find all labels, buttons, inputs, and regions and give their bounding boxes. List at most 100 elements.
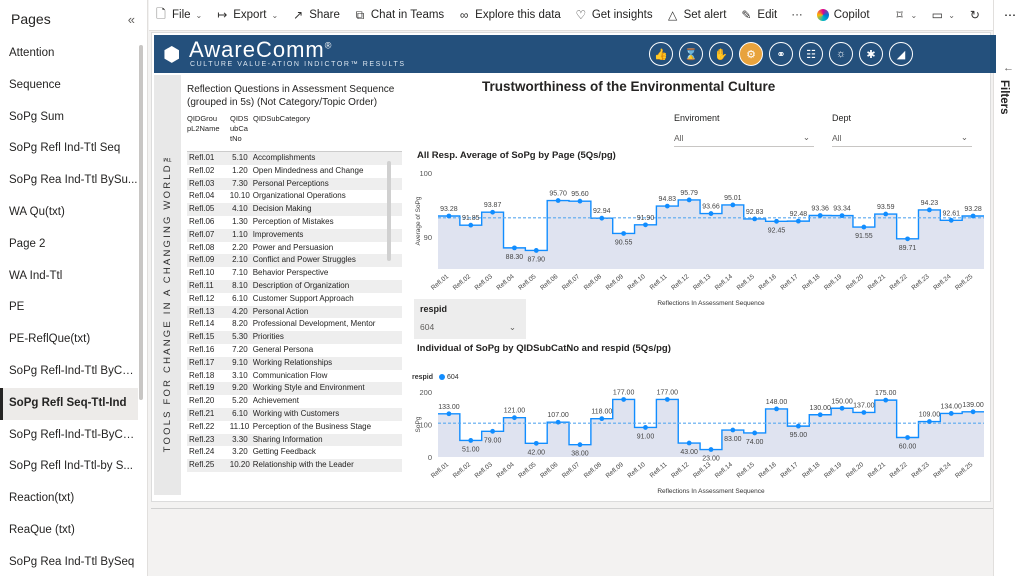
table-row[interactable]: Refl.16 7.20 General Persona (187, 344, 402, 357)
table-row[interactable]: Refl.14 8.20 Professional Development, Men… (187, 318, 402, 331)
dept-dropdown[interactable]: All ⌄ (832, 129, 972, 147)
data-point (664, 203, 670, 209)
table-row[interactable]: Refl.18 3.10 Communication Flow (187, 370, 402, 383)
table-cell: Refl.05 (189, 204, 215, 214)
header-qidsubcatno[interactable]: QIDS ubCa tNo (230, 114, 249, 143)
data-point (446, 213, 452, 219)
table-row[interactable]: Refl.03 7.30 Personal Perceptions (187, 177, 402, 191)
page-item[interactable]: SoPg Refl Ind-Ttl Seq (9, 142, 121, 155)
page-item[interactable]: Attention (9, 47, 55, 59)
network-icon[interactable]: ✱ (859, 42, 883, 66)
table-row[interactable]: Refl.12 6.10 Customer Support Approach (187, 293, 402, 306)
table-row[interactable]: Refl.22 11.10 Perception of the Business S… (187, 421, 402, 434)
table-row[interactable]: Refl.20 5.20 Achievement (187, 395, 402, 408)
filters-label[interactable]: Filters (998, 80, 1010, 115)
page-item[interactable]: SoPg Rea Ind-Ttl BySu... (9, 174, 138, 187)
data-label: 94.23 (921, 200, 939, 207)
x-tick-label: Refl.10 (626, 461, 647, 480)
respid-dropdown[interactable]: 604 ⌄ (420, 318, 520, 336)
data-label: 95.60 (571, 191, 589, 198)
copilot-button[interactable]: Copilot (816, 9, 870, 21)
growth-chart-icon[interactable]: ◢ (889, 42, 913, 66)
page-item[interactable]: PE-ReflQue(txt) (9, 333, 91, 346)
page-item[interactable]: Reaction(txt) (9, 492, 75, 505)
table-row[interactable]: Refl.09 2.10 Conflict and Power Struggles (187, 254, 402, 268)
page-item[interactable]: Sequence (9, 78, 61, 91)
chevron-down-icon: ⌄ (271, 10, 279, 20)
table-row[interactable]: Refl.10 7.10 Behavior Perspective (187, 267, 402, 280)
pages-scrollbar[interactable] (139, 45, 143, 400)
page-item[interactable]: Page 2 (9, 237, 46, 250)
x-axis-label: Reflections In Assessment Sequence (657, 488, 765, 495)
x-tick-label: Refl.19 (823, 273, 844, 292)
export-icon: ↦ (217, 8, 228, 22)
page-item[interactable]: WA Ind-Ttl (9, 269, 63, 282)
export-menu[interactable]: ↦ Export ⌄ (216, 8, 278, 22)
table-row[interactable]: Refl.21 6.10 Working with Customers (187, 407, 402, 421)
table-row[interactable]: Refl.05 4.10 Decision Making (187, 203, 402, 216)
table-row[interactable]: Refl.06 1.30 Perception of Mistakes (187, 216, 402, 229)
header-qidgroup[interactable]: QIDGrou pL2Name (187, 114, 220, 133)
more-icon[interactable]: ⋯ (1004, 8, 1016, 22)
page-item[interactable]: SoPg Refl Seq-Ttl-Ind (0, 387, 138, 420)
x-tick-label: Refl.09 (605, 461, 626, 480)
table-row[interactable]: Refl.15 5.30 Priorities (187, 331, 402, 344)
average-sopg-chart[interactable]: Average of SoPg 90 100 93.28 Refl.01 91.85 Ref… (410, 161, 990, 311)
double-chevron-left-icon[interactable]: « (127, 11, 135, 27)
page-item[interactable]: SoPg Rea Ind-Ttl BySeq (9, 555, 135, 568)
refresh-button[interactable]: ↻ (969, 8, 981, 22)
x-tick-label: Refl.24 (932, 461, 953, 480)
page-item[interactable]: PE (9, 301, 25, 314)
expand-arrow-icon[interactable]: ← (1003, 62, 1014, 74)
table-row[interactable]: Refl.25 10.20 Relationship with the Leader (187, 459, 402, 472)
individual-sopg-chart[interactable]: respid 604 SoPg 0 100 200 133.00 Refl.01 51.00 Re… (410, 355, 990, 495)
table-row[interactable]: Refl.02 1.20 Open Mindedness and Change (187, 165, 402, 178)
table-row[interactable]: Refl.04 10.10 Organizational Operations (187, 190, 402, 203)
page-item[interactable]: SoPg Refl-Ind-Ttl-ByCa... (9, 428, 138, 441)
chat-in-teams-button[interactable]: ⧉ Chat in Teams (354, 8, 445, 23)
idea-icon[interactable]: ☼ (829, 42, 853, 66)
header-qidsubcategory[interactable]: QIDSubCategory (253, 114, 311, 123)
table-row[interactable]: Refl.11 8.10 Description of Organization (187, 279, 402, 293)
edit-button[interactable]: ✎ Edit (740, 8, 777, 22)
data-point (643, 222, 648, 228)
set-alert-button[interactable]: △ Set alert (667, 8, 726, 22)
table-row[interactable]: Refl.24 3.20 Getting Feedback (187, 446, 402, 459)
explore-label: Explore this data (475, 9, 561, 21)
environment-dropdown[interactable]: All ⌄ (674, 129, 814, 147)
bookmark-button[interactable]: ⌑ ⌄ (894, 8, 917, 22)
table-body: Refl.01 5.10 Accomplishments Refl.02 1.20 Ope… (187, 152, 402, 472)
more-options-button[interactable]: ··· (791, 9, 803, 21)
page-item[interactable]: SoPg Refl-Ind-Ttl ByCa... (9, 364, 138, 377)
legend-marker (439, 374, 445, 380)
y-axis-label: Average of SoPg (415, 196, 422, 245)
table-row[interactable]: Refl.13 4.20 Personal Action (187, 305, 402, 319)
explore-data-button[interactable]: ∞ Explore this data (458, 8, 561, 22)
thumbs-up-icon[interactable]: 👍 (649, 42, 673, 66)
hourglass-icon[interactable]: ⌛ (679, 42, 703, 66)
data-point (861, 224, 867, 230)
table-row[interactable]: Refl.07 1.10 Improvements (187, 228, 402, 242)
hand-icon[interactable]: ✋ (709, 42, 733, 66)
share-button[interactable]: ↗ Share (292, 8, 340, 22)
table-row[interactable]: Refl.23 3.30 Sharing Information (187, 433, 402, 447)
table-row[interactable]: Refl.19 9.20 Working Style and Environment (187, 382, 402, 396)
get-insights-button[interactable]: ♡ Get insights (575, 8, 652, 22)
table-cell: Customer Support Approach (252, 293, 354, 303)
page-item[interactable]: SoPg Sum (9, 110, 64, 123)
page-item[interactable]: WA Qu(txt) (9, 205, 65, 218)
table-row[interactable]: Refl.17 9.10 Working Relationships (187, 356, 402, 370)
page-item[interactable]: SoPg Refl Ind-Ttl-by S... (9, 460, 133, 473)
x-tick-label: Refl.03 (474, 461, 495, 480)
puzzle-icon[interactable]: ⚙ (739, 42, 763, 66)
data-label: 93.66 (702, 204, 720, 211)
page-item[interactable]: ReaQue (txt) (9, 523, 75, 536)
table-row[interactable]: Refl.08 2.20 Power and Persuasion (187, 242, 402, 255)
view-button[interactable]: ▭ ⌄ (931, 8, 955, 22)
handshake-icon[interactable]: ⚭ (769, 42, 793, 66)
table-row[interactable]: Refl.01 5.10 Accomplishments (187, 152, 402, 165)
y-axis-label: SoPg (415, 416, 422, 432)
file-menu[interactable]: 🗋 File ⌄ (155, 5, 202, 26)
team-icon[interactable]: ☷ (799, 42, 823, 66)
table-scrollbar[interactable] (387, 161, 391, 261)
